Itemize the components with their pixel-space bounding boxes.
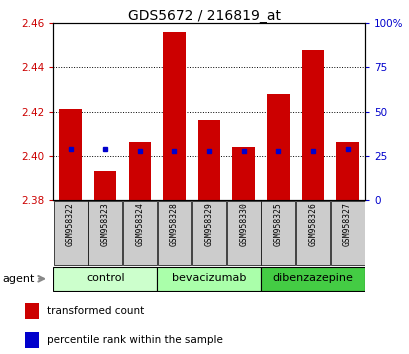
Bar [128,142,151,200]
Text: dibenzazepine: dibenzazepine [272,273,353,283]
Text: GDS5672 / 216819_at: GDS5672 / 216819_at [128,9,281,23]
FancyBboxPatch shape [123,201,156,265]
Bar [232,147,254,200]
Text: GSM958330: GSM958330 [238,202,247,246]
FancyBboxPatch shape [53,267,157,291]
Bar [25,303,39,319]
Bar [94,171,116,200]
FancyBboxPatch shape [330,201,364,265]
Text: GSM958322: GSM958322 [66,202,75,246]
FancyBboxPatch shape [261,267,364,291]
Text: control: control [86,273,124,283]
Bar [25,332,39,348]
FancyBboxPatch shape [54,201,88,265]
Text: agent: agent [2,274,34,284]
FancyBboxPatch shape [157,201,191,265]
FancyBboxPatch shape [88,201,122,265]
Bar [59,109,82,200]
Text: transformed count: transformed count [47,306,144,316]
Text: GSM958323: GSM958323 [101,202,110,246]
Bar [198,120,220,200]
Text: bevacizumab: bevacizumab [171,273,246,283]
Text: GSM958328: GSM958328 [170,202,179,246]
Text: percentile rank within the sample: percentile rank within the sample [47,335,222,345]
Text: GSM958329: GSM958329 [204,202,213,246]
FancyBboxPatch shape [157,267,261,291]
Text: GSM958326: GSM958326 [308,202,317,246]
Text: GSM958327: GSM958327 [342,202,351,246]
FancyBboxPatch shape [226,201,260,265]
Text: GSM958324: GSM958324 [135,202,144,246]
FancyBboxPatch shape [261,201,294,265]
Bar [266,94,289,200]
FancyBboxPatch shape [192,201,225,265]
Text: GSM958325: GSM958325 [273,202,282,246]
Bar [163,32,185,200]
Bar [301,50,324,200]
FancyBboxPatch shape [295,201,329,265]
Bar [335,142,358,200]
